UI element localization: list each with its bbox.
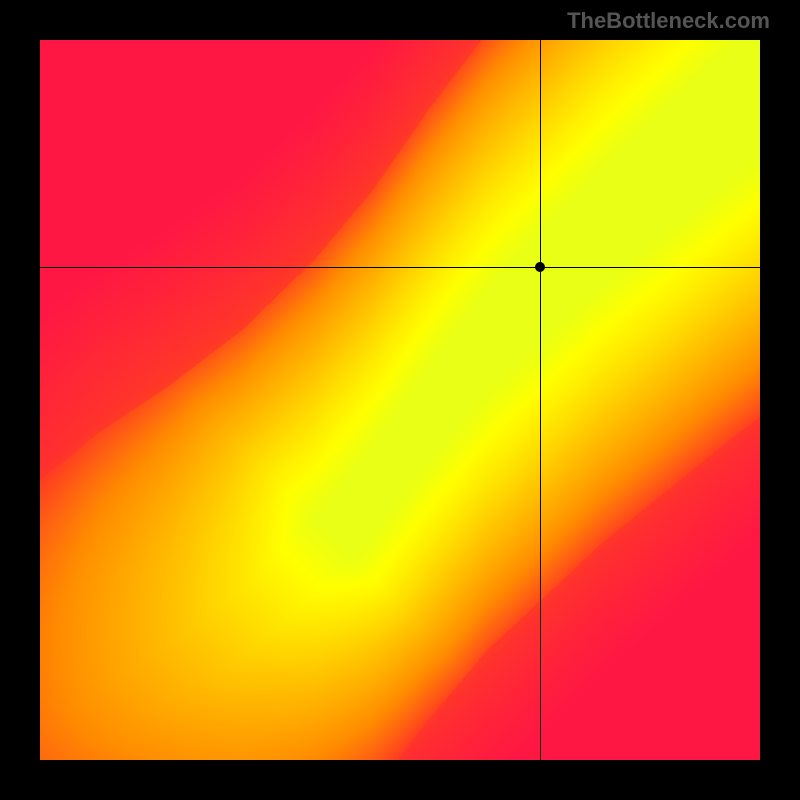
heatmap-canvas (40, 40, 760, 760)
bottleneck-heatmap-chart (40, 40, 760, 760)
crosshair-vertical-line (540, 40, 541, 760)
intersection-marker-dot (535, 262, 545, 272)
watermark-text: TheBottleneck.com (567, 8, 770, 34)
crosshair-horizontal-line (40, 267, 760, 268)
